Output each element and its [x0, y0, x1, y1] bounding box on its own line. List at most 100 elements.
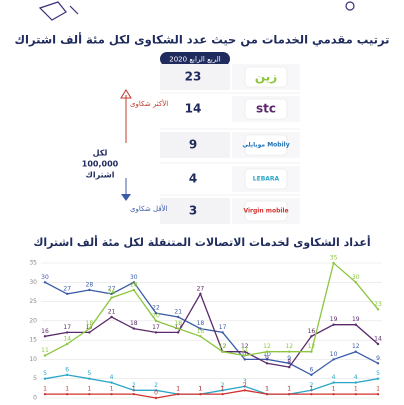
data-label: 0: [154, 390, 158, 397]
data-label: 12: [285, 343, 293, 350]
point: [43, 281, 47, 284]
data-label: 12: [219, 343, 227, 350]
point: [177, 331, 180, 334]
data-label: 18: [86, 320, 94, 327]
point: [43, 392, 47, 396]
data-label: 2: [154, 382, 158, 389]
data-label: 1: [110, 386, 114, 393]
point: [288, 350, 291, 353]
header-decoration: [38, 1, 355, 21]
complaints-value: 14: [185, 102, 202, 116]
period-label: الربع الرابع 2020: [169, 56, 221, 64]
point: [243, 354, 246, 357]
data-label: 2: [132, 382, 136, 389]
data-label: 1: [265, 386, 269, 393]
data-label: 2: [243, 382, 247, 389]
data-label: 1: [287, 386, 291, 393]
y-tick-label: 20: [29, 317, 37, 324]
data-label: 28: [130, 282, 138, 289]
complaints-value: 3: [189, 204, 197, 218]
point: [243, 389, 246, 392]
point: [243, 358, 246, 361]
data-label: 1: [87, 386, 91, 393]
point: [332, 392, 335, 396]
data-label: 26: [108, 289, 116, 296]
data-label: 22: [152, 305, 160, 312]
y-tick-label: 15: [29, 337, 37, 344]
data-label: 27: [197, 285, 205, 292]
point: [177, 327, 180, 330]
point: [199, 335, 202, 338]
provider-logo: موبايلي Mobily: [242, 142, 289, 149]
data-label: 18: [197, 320, 205, 327]
point: [376, 308, 380, 311]
point: [132, 392, 135, 396]
data-label: 5: [376, 370, 380, 377]
data-label: 16: [308, 328, 316, 335]
point: [288, 365, 291, 369]
series-line: [44, 374, 379, 395]
point: [88, 331, 91, 334]
data-label: 12: [263, 343, 271, 350]
most-label: الأكثر شكاوى: [130, 99, 168, 108]
point: [332, 261, 335, 265]
point: [132, 389, 135, 392]
data-label: 9: [287, 355, 291, 362]
series-line: [44, 261, 379, 357]
data-label: 16: [41, 328, 49, 335]
data-label: 6: [309, 366, 313, 373]
data-label: 12: [308, 343, 316, 350]
data-label: 30: [130, 274, 138, 281]
series-line: [44, 281, 379, 376]
data-label: 16: [197, 328, 205, 335]
point: [354, 350, 357, 353]
data-label: 9: [376, 355, 380, 362]
data-label: 1: [354, 386, 358, 393]
data-label: 2: [221, 382, 225, 389]
data-label: 5: [87, 370, 91, 377]
data-label: 1: [332, 386, 336, 393]
logo-card: [244, 134, 288, 156]
data-label: 4: [110, 374, 114, 381]
complaints-value: 9: [189, 138, 197, 152]
point: [199, 392, 202, 396]
least-label: الأقل شكاوى: [130, 204, 168, 213]
logo-card: [244, 98, 288, 120]
point: [132, 288, 135, 292]
point: [66, 331, 69, 334]
point: [199, 327, 202, 330]
arrow-head-down: [121, 194, 131, 201]
point: [354, 392, 357, 396]
ranking-table: زين 23 stc 14 موبايلي Mobily 9 LEBARA 4 Virgin m…: [160, 64, 300, 224]
data-label: 18: [174, 320, 182, 327]
data-label: 27: [108, 285, 116, 292]
point: [154, 389, 158, 392]
data-label: 30: [41, 274, 49, 281]
y-tick-label: 0: [33, 395, 37, 402]
provider-logo: Virgin mobile: [243, 208, 288, 215]
provider-logo: stc: [256, 102, 276, 116]
point: [110, 381, 113, 384]
point: [110, 392, 113, 396]
point: [110, 292, 113, 296]
point: [88, 288, 91, 292]
data-label: 27: [63, 285, 71, 292]
arrow-head-up: [120, 89, 132, 99]
value-cell: [160, 96, 230, 122]
data-label: 17: [219, 324, 227, 331]
series-line: [44, 292, 379, 368]
data-label: 1: [265, 386, 269, 393]
point: [265, 362, 269, 365]
point: [66, 392, 69, 396]
value-cell: [160, 198, 230, 224]
data-label: 8: [287, 359, 291, 366]
data-label: 12: [241, 343, 249, 350]
series-line: [45, 389, 378, 399]
point: [376, 392, 380, 396]
point: [310, 350, 313, 353]
data-label: 1: [65, 386, 69, 393]
data-label: 5: [43, 370, 47, 377]
point: [288, 362, 291, 365]
point: [221, 392, 224, 396]
